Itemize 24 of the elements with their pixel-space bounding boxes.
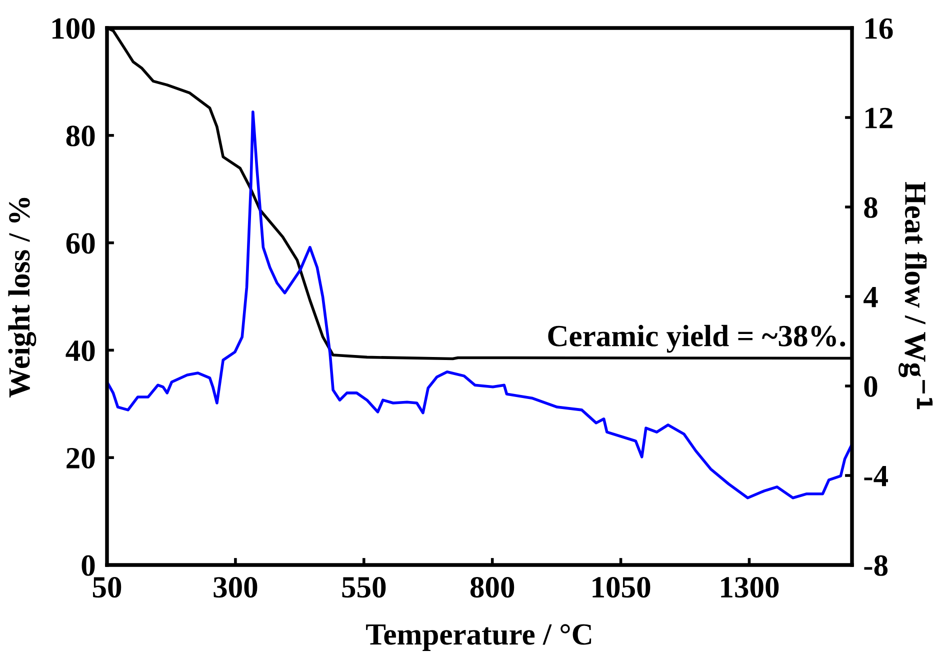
annotation: Ceramic yield = ~38%. — [548, 324, 846, 353]
line-series — [107, 110, 852, 500]
x-tick-label: 50 — [92, 576, 122, 598]
y2-tick-label: 8 — [864, 197, 878, 218]
y-tick-label: 60 — [66, 233, 95, 254]
x-tick-label: 300 — [214, 576, 258, 598]
y2-tick-label: 12 — [866, 108, 892, 128]
y2-tick-label: 16 — [866, 18, 893, 39]
y-axis-title: Weight loss / % — [8, 198, 36, 398]
x-axis-title: Temperature / °C — [366, 624, 592, 651]
y2-tick-label: 0 — [864, 376, 878, 397]
y-tick-label: 0 — [82, 555, 95, 576]
x-tick-label: 550 — [342, 576, 386, 598]
y2-tick-label: -8 — [864, 555, 888, 576]
y2-tick-label: -4 — [864, 466, 888, 486]
y2-tick-label: 4 — [864, 286, 878, 308]
x-tick-label: 800 — [470, 576, 514, 598]
y-tick-label: 80 — [66, 126, 95, 146]
y-tick-label: 40 — [66, 340, 95, 362]
x-tick-label: 1050 — [592, 576, 650, 598]
x-tick-label: 1300 — [721, 576, 779, 598]
y-tick-label: 20 — [66, 448, 95, 468]
y2-axis-title: Heat flow / Wg$^{−1}$ — [898, 182, 933, 410]
y-tick-label: 100 — [52, 18, 95, 39]
